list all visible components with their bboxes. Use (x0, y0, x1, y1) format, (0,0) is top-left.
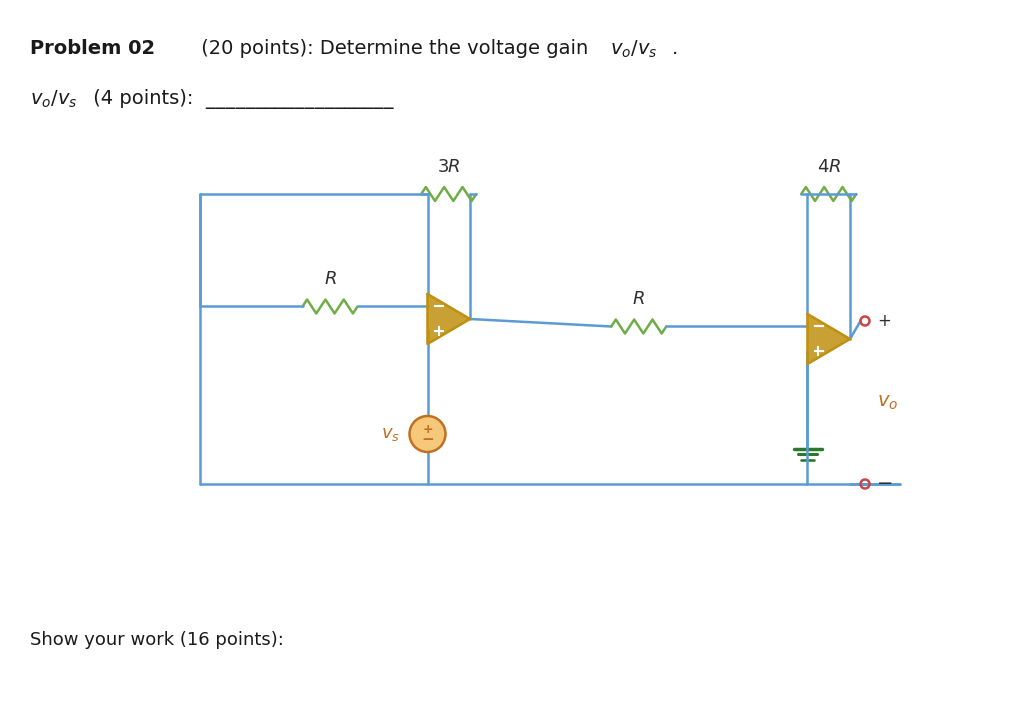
Text: $v_s$: $v_s$ (381, 425, 399, 443)
Polygon shape (427, 294, 470, 344)
Text: $4R$: $4R$ (816, 158, 841, 176)
Text: $v_o/v_s$: $v_o/v_s$ (30, 89, 78, 111)
Text: $v_o$: $v_o$ (877, 393, 898, 412)
Text: .: . (672, 39, 678, 58)
Text: (4 points):  ___________________: (4 points): ___________________ (87, 89, 393, 109)
Text: +: + (877, 312, 891, 330)
Text: Show your work (16 points):: Show your work (16 points): (30, 631, 284, 649)
Text: +: + (422, 424, 433, 436)
Text: −: − (877, 474, 893, 494)
Text: $R$: $R$ (324, 270, 337, 289)
Text: $v_o/v_s$: $v_o/v_s$ (610, 39, 657, 61)
Circle shape (410, 416, 445, 452)
Text: Problem 02: Problem 02 (30, 39, 155, 58)
Text: (20 points): Determine the voltage gain: (20 points): Determine the voltage gain (195, 39, 595, 58)
Text: −: − (421, 432, 434, 448)
Text: $3R$: $3R$ (437, 158, 461, 176)
Polygon shape (808, 314, 850, 364)
Text: $R$: $R$ (633, 291, 645, 308)
